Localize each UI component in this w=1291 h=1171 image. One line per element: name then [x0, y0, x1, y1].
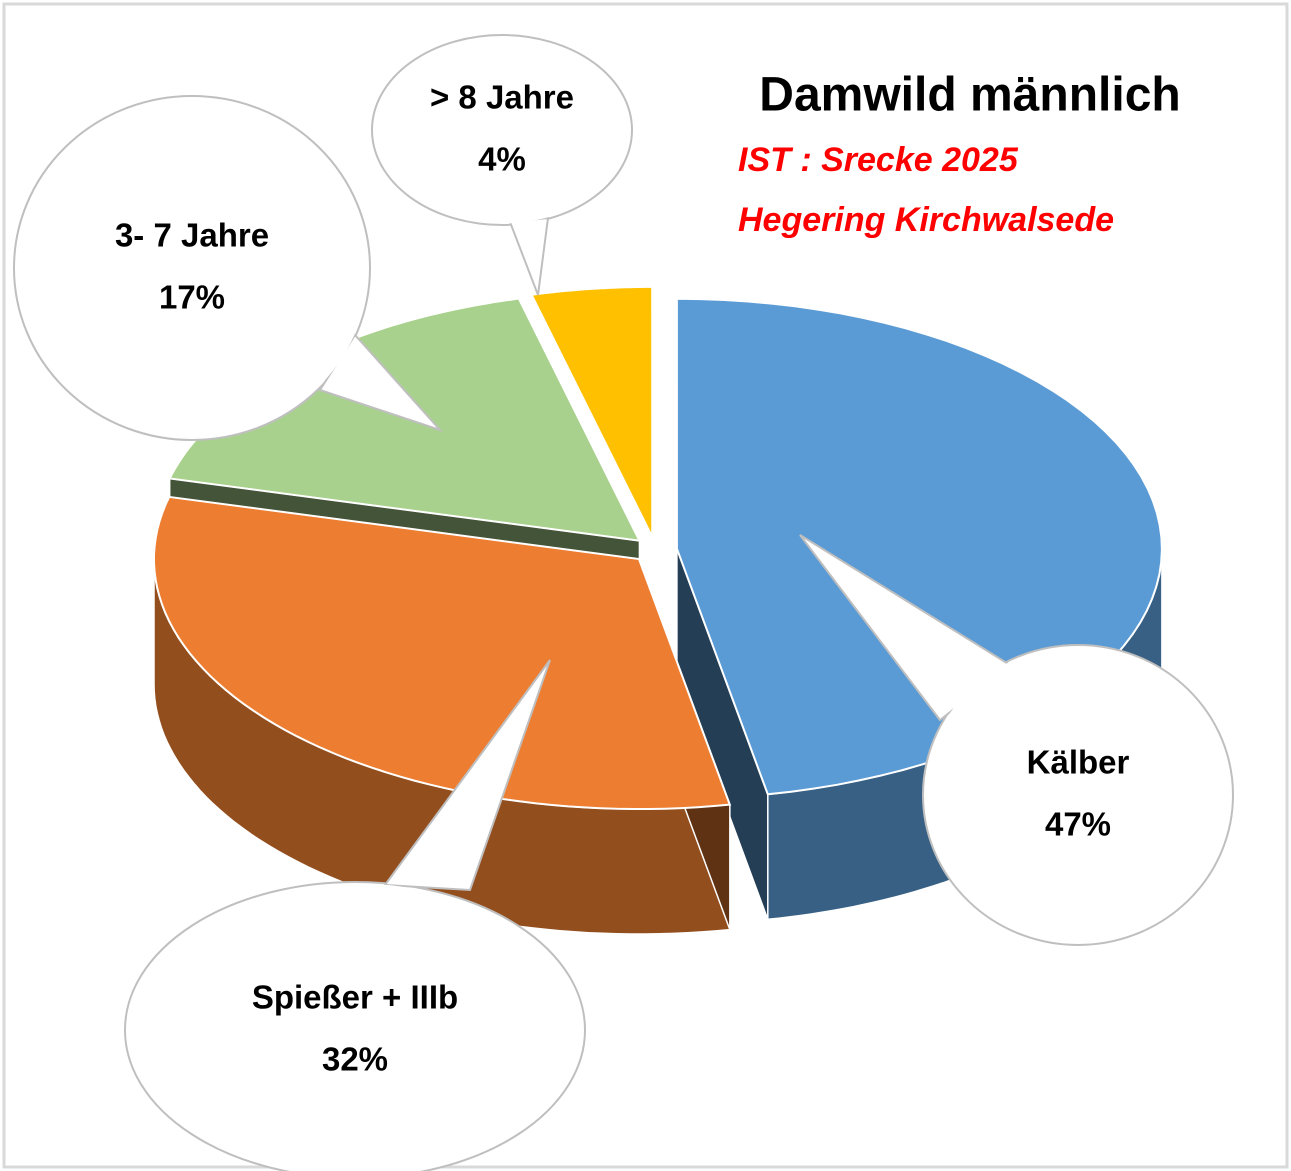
slice-label: 3- 7 Jahre	[115, 217, 269, 254]
callout-fill	[15, 97, 369, 439]
slice	[153, 495, 732, 810]
value-label: 47%	[1045, 806, 1111, 843]
chart-title: Damwild männlich	[759, 69, 1180, 122]
slice-label: Spießer + IIIb	[252, 979, 458, 1016]
slice-label: Kälber	[1027, 744, 1130, 781]
callout-fill	[924, 646, 1232, 944]
slice	[530, 285, 654, 538]
callout-fill	[126, 883, 584, 1171]
value-label: 17%	[159, 279, 225, 316]
callout-fill	[373, 36, 631, 224]
callouts: Kälber 47% Spießer + IIIb 32% 3- 7 Jahre 17% >…	[13, 34, 1234, 1171]
slice-label: > 8 Jahre	[430, 79, 574, 116]
chart-subtitle: IST : Srecke 2025	[738, 141, 1019, 179]
callout-tail	[383, 659, 551, 892]
value-label: 32%	[322, 1041, 388, 1078]
chart-subtitle: Hegering Kirchwalsede	[738, 201, 1114, 239]
value-label: 4%	[478, 141, 526, 178]
